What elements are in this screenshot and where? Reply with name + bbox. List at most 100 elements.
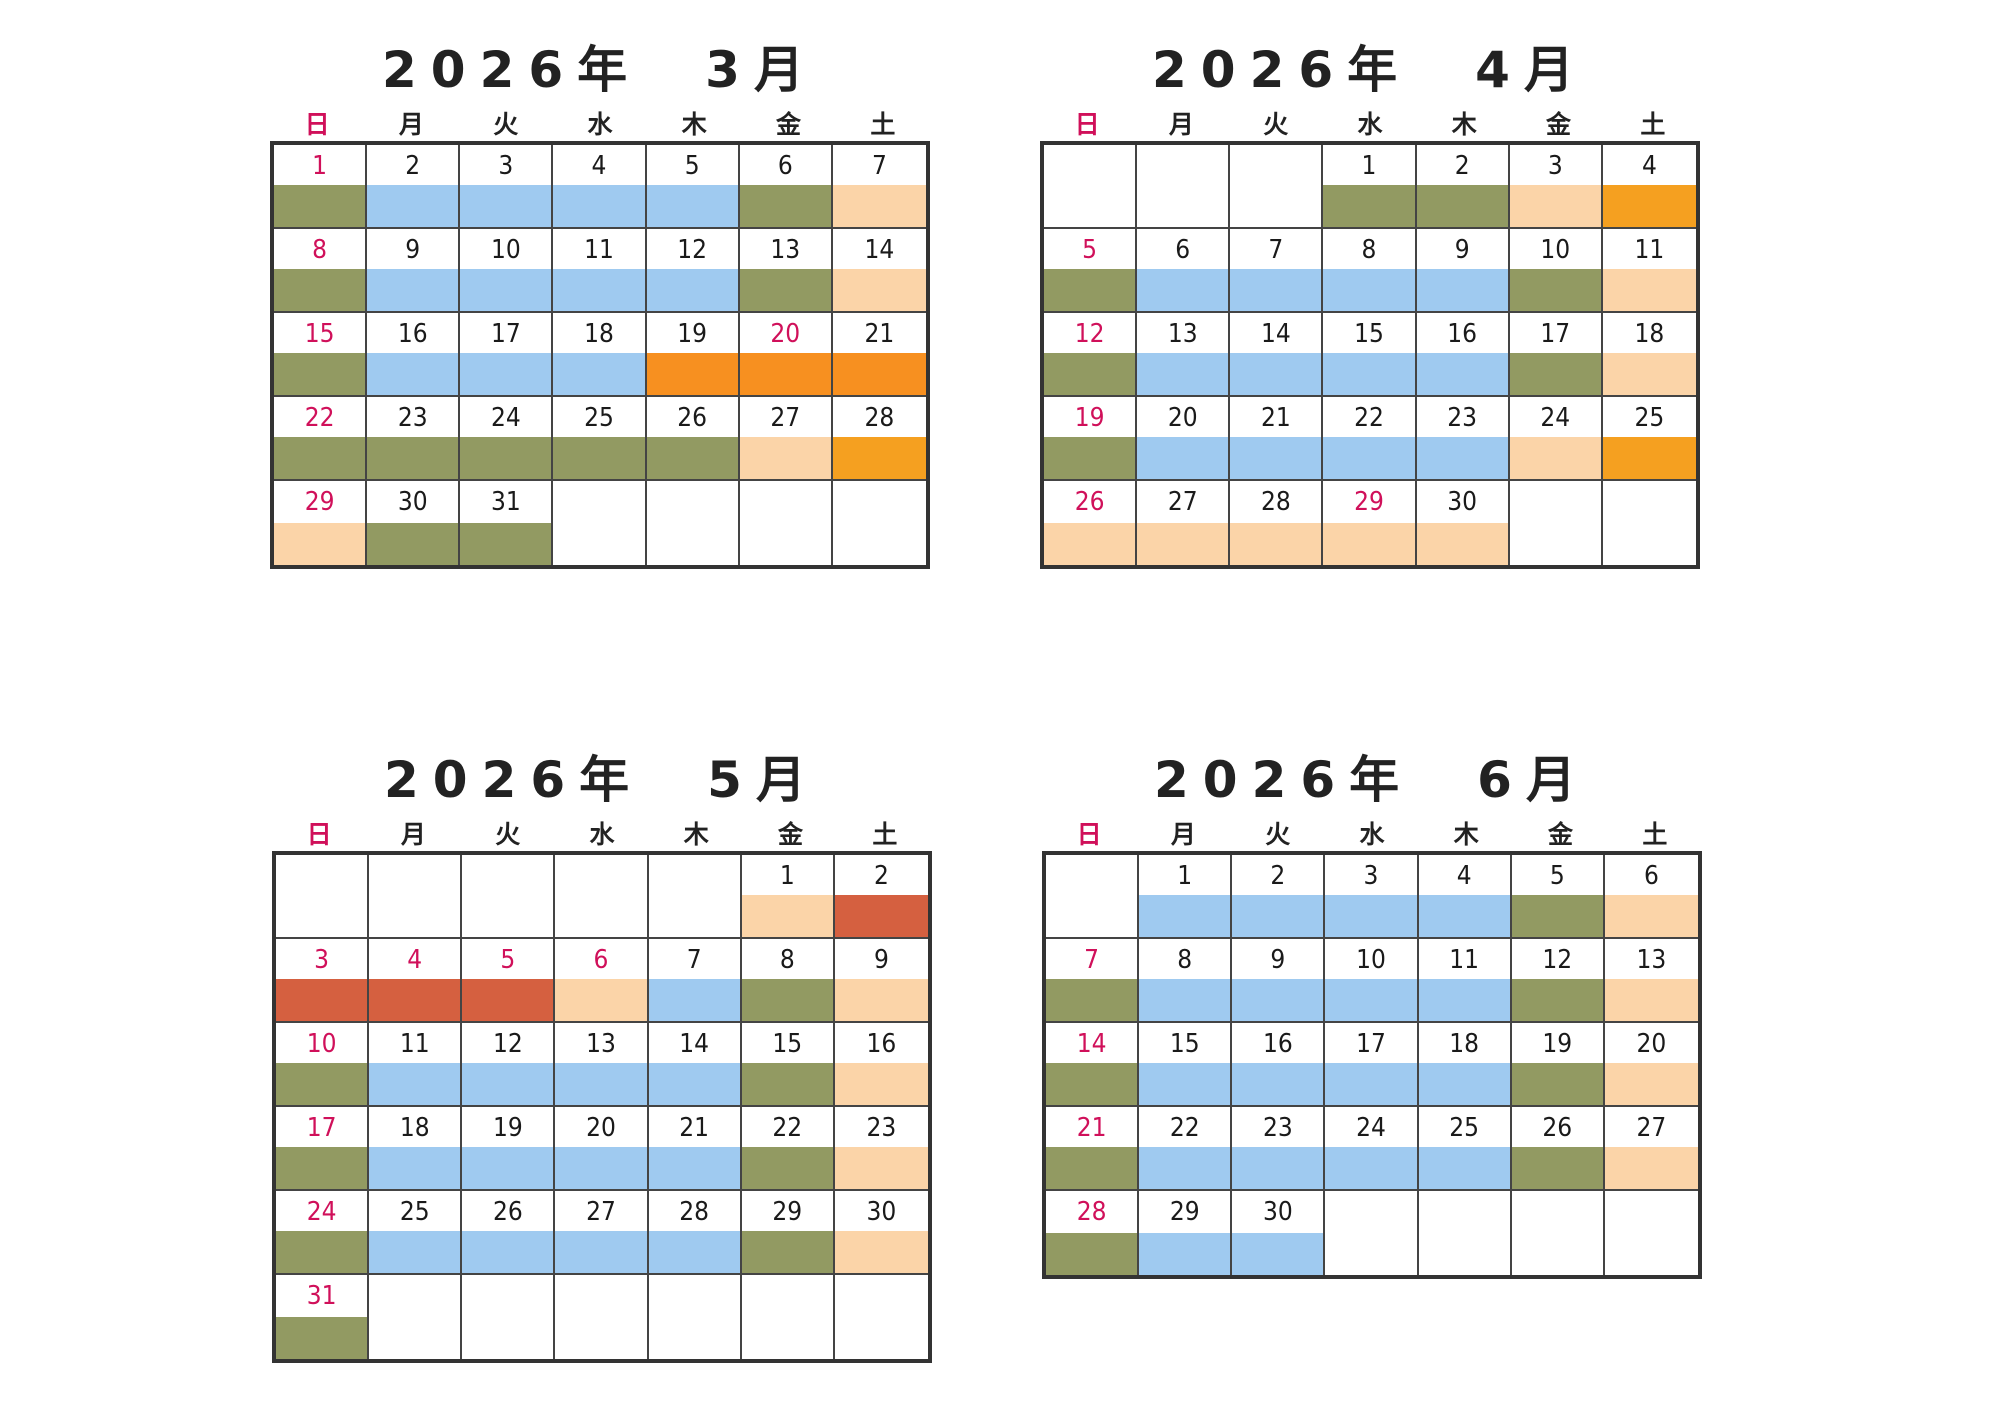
- day-cell: 24: [1509, 397, 1603, 481]
- day-number: 8: [779, 945, 795, 975]
- day-status-band: [1418, 979, 1510, 1021]
- day-cell: 7: [1046, 939, 1140, 1023]
- day-cell: 30: [1232, 1191, 1326, 1275]
- weekday-label: 月: [398, 110, 424, 139]
- day-cell: 2: [367, 145, 461, 229]
- day-number: 4: [407, 945, 423, 975]
- empty-cell: [1230, 145, 1324, 229]
- day-cell: 14: [648, 1023, 742, 1107]
- day-cell: 26: [1511, 1107, 1605, 1191]
- day-status-band: [739, 269, 831, 311]
- day-status-band: [555, 1063, 647, 1105]
- day-number: 26: [1074, 487, 1105, 517]
- day-number: 23: [1262, 1113, 1293, 1143]
- day-status-band: [834, 979, 928, 1021]
- weekday-label: 木: [683, 820, 709, 849]
- day-status-band: [1604, 1147, 1698, 1189]
- day-cell: 19: [462, 1107, 556, 1191]
- day-number: 6: [593, 945, 609, 975]
- day-status-band: [834, 1147, 928, 1189]
- day-status-band: [1511, 979, 1603, 1021]
- day-number: 25: [1634, 403, 1665, 433]
- day-status-band: [1044, 269, 1136, 311]
- day-status-band: [1137, 269, 1229, 311]
- empty-cell: [1419, 1191, 1512, 1275]
- day-cell: 28: [648, 1191, 742, 1275]
- day-number: 14: [1076, 1029, 1107, 1059]
- day-status-band: [1230, 353, 1322, 395]
- day-number: 30: [1447, 487, 1478, 517]
- day-number: 17: [1540, 319, 1571, 349]
- day-status-band: [834, 1063, 928, 1105]
- day-cell: 8: [741, 939, 835, 1023]
- day-number: 4: [591, 151, 607, 181]
- day-number: 12: [1074, 319, 1105, 349]
- day-cell: 16: [834, 1023, 928, 1107]
- day-number: 23: [866, 1113, 897, 1143]
- day-number: 4: [1456, 861, 1472, 891]
- day-number: 22: [772, 1113, 803, 1143]
- day-cell: 18: [369, 1107, 463, 1191]
- day-cell: 26: [1044, 481, 1138, 565]
- day-number: 7: [1268, 235, 1284, 265]
- weekday-header: 日月火水木金土: [272, 815, 932, 851]
- day-cell: 23: [1232, 1107, 1326, 1191]
- weekday-label: 木: [681, 110, 707, 139]
- day-cell: 25: [1602, 397, 1696, 481]
- day-status-band: [460, 269, 552, 311]
- day-cell: 16: [1416, 313, 1510, 397]
- day-number: 27: [770, 403, 801, 433]
- day-status-band: [648, 1063, 740, 1105]
- day-status-band: [1139, 1063, 1231, 1105]
- day-cell: 16: [1232, 1023, 1326, 1107]
- day-cell: 8: [1323, 229, 1417, 313]
- weekday-label: 日: [1074, 110, 1100, 139]
- day-status-band: [648, 1147, 740, 1189]
- weekday-label: 金: [778, 820, 804, 849]
- day-number: 10: [1540, 235, 1571, 265]
- day-number: 18: [1449, 1029, 1480, 1059]
- day-number: 26: [492, 1197, 523, 1227]
- day-number: 7: [871, 151, 887, 181]
- day-cell: 23: [834, 1107, 928, 1191]
- day-number: 29: [304, 487, 335, 517]
- day-status-band: [274, 353, 366, 395]
- day-status-band: [369, 1063, 461, 1105]
- weekday-header: 日月火水木金土: [1040, 105, 1700, 141]
- day-status-band: [1602, 185, 1696, 227]
- day-number: 27: [586, 1197, 616, 1227]
- day-cell: 11: [1602, 229, 1696, 313]
- day-cell: 1: [741, 855, 835, 939]
- day-cell: 12: [1511, 939, 1605, 1023]
- day-number: 25: [399, 1197, 430, 1227]
- day-number: 7: [1084, 945, 1100, 975]
- day-number: 25: [1449, 1113, 1480, 1143]
- day-status-band: [646, 269, 738, 311]
- day-cell: 1: [274, 145, 368, 229]
- day-number: 13: [586, 1029, 616, 1059]
- day-number: 2: [1270, 861, 1286, 891]
- day-status-band: [367, 269, 459, 311]
- day-status-band: [1604, 979, 1698, 1021]
- day-status-band: [1232, 1147, 1324, 1189]
- day-number: 2: [1454, 151, 1470, 181]
- day-cell: 7: [648, 939, 742, 1023]
- day-status-band: [739, 185, 831, 227]
- day-cell: 12: [646, 229, 740, 313]
- day-number: 15: [772, 1029, 803, 1059]
- day-cell: 14: [1230, 313, 1324, 397]
- day-status-band: [460, 437, 552, 479]
- weekday-header: 日月火水木金土: [270, 105, 930, 141]
- day-cell: 14: [1046, 1023, 1140, 1107]
- day-number: 14: [1260, 319, 1291, 349]
- day-status-band: [1325, 1063, 1417, 1105]
- day-number: 24: [490, 403, 521, 433]
- day-number: 8: [1361, 235, 1377, 265]
- day-status-band: [741, 979, 833, 1021]
- day-cell: 14: [832, 229, 926, 313]
- day-status-band: [1416, 353, 1508, 395]
- empty-cell: [1046, 855, 1140, 939]
- day-number: 11: [1449, 945, 1480, 975]
- empty-cell: [649, 1275, 742, 1359]
- day-number: 15: [1169, 1029, 1200, 1059]
